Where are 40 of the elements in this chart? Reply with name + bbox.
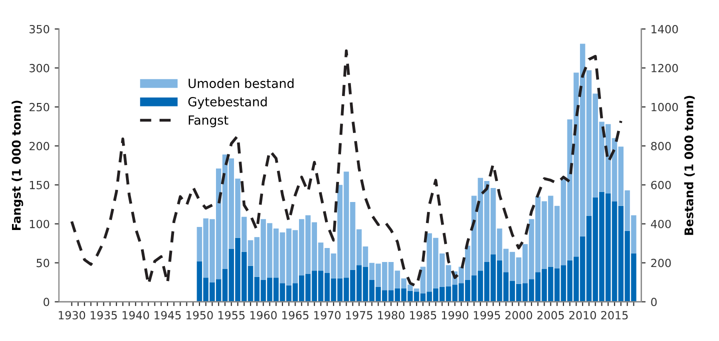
y2-tick-label: 600: [651, 180, 671, 190]
x-tick-label: 1965: [282, 311, 308, 320]
y2-tick-label: 0: [651, 298, 657, 306]
legend-label: Gytebestand: [188, 96, 267, 109]
x-tick-label: 1960: [250, 311, 277, 320]
y-tick-label: 100: [30, 220, 50, 228]
y-tick-label: 350: [30, 24, 50, 34]
x-tick-label: 1940: [122, 311, 149, 320]
x-tick-label: 2015: [601, 311, 628, 320]
y2-tick-label: 400: [650, 220, 671, 228]
x-tick-label: 1930: [58, 311, 86, 320]
x-tick-label: 1980: [378, 311, 404, 320]
y-tick-label: 150: [30, 180, 50, 190]
x-tick-label: 1985: [410, 311, 436, 320]
y2-tick-label: 200: [651, 258, 671, 268]
x-tick-label: 1955: [218, 311, 245, 320]
y2-tick-label: 1400: [652, 24, 678, 34]
y-tick-label: 300: [30, 64, 50, 72]
x-tick-label: 1950: [186, 311, 213, 320]
y-tick-label: 50: [36, 258, 50, 268]
y2-tick-label: 1000: [652, 102, 678, 112]
legend-label: Umoden bestand: [188, 78, 294, 88]
y-tick-label: 250: [30, 102, 50, 112]
x-tick-label: 1935: [90, 311, 117, 320]
y-tick-label: 0: [44, 298, 50, 306]
y2-tick-label: 1200: [652, 64, 678, 72]
x-tick-label: 1975: [346, 311, 372, 320]
y-tick-label: 200: [30, 142, 50, 150]
y2-tick-label: 800: [651, 142, 671, 150]
x-tick-label: 1995: [474, 311, 500, 320]
x-tick-label: 1990: [442, 311, 468, 320]
legend-label: Fangst: [188, 116, 228, 128]
x-tick-label: 1970: [314, 311, 341, 320]
x-tick-label: 2010: [569, 311, 596, 320]
y-axis-title: Fangst (1 000 tonn): [12, 100, 24, 230]
y2-axis-title: Bestand (1 000 tonn): [684, 96, 695, 235]
line-series: [70, 49, 622, 288]
x-tick-label: 1945: [154, 311, 181, 320]
x-tick-label: 2000: [505, 311, 532, 320]
x-tick-label: 2005: [537, 311, 564, 320]
